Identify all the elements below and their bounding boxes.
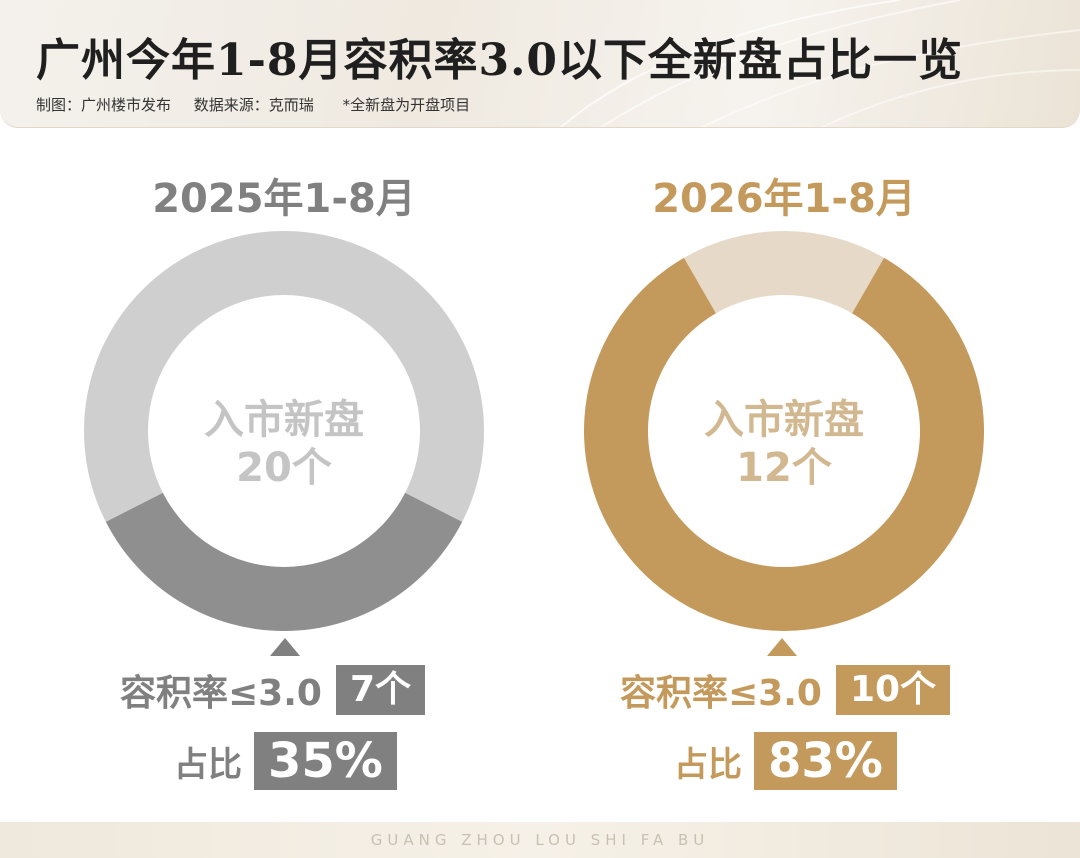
stat-label: 容积率≤3.0 (120, 673, 322, 714)
source-line: 制图：广州楼市发布 数据来源：克而瑞 *全新盘为开盘项目 (36, 94, 488, 115)
pct-value-box: 35% (254, 732, 397, 790)
donut-slice-highlight (105, 492, 463, 631)
donut-slice-rest (84, 230, 484, 522)
center-value: 20个 (236, 445, 332, 491)
pointer-triangle (767, 638, 797, 656)
footnote-text: *全新盘为开盘项目 (342, 96, 471, 114)
chart-title: 2026年1-8月 (652, 176, 916, 222)
header-band: 广州今年1-8月容积率3.0以下全新盘占比一览 制图：广州楼市发布 数据来源：克… (0, 0, 1080, 128)
footer-band: GUANG ZHOU LOU SHI FA BU (0, 822, 1080, 858)
pct-value-box: 83% (754, 732, 897, 790)
donut-chart-2026 (584, 231, 984, 631)
pct-label: 占比 (174, 744, 242, 785)
pointer-triangle (270, 638, 300, 656)
stat-value-box: 10个 (835, 665, 951, 715)
donut-slice-highlight (584, 257, 984, 631)
chart-panel-2025: 2025年1-8月 入市新盘 20个 容积率≤3.0 7个 占比 35% (14, 160, 554, 810)
source-text: 数据来源：克而瑞 (193, 96, 314, 114)
pct-label: 占比 (674, 744, 742, 785)
producer-text: 制图：广州楼市发布 (36, 96, 172, 114)
donut-chart-2025 (84, 230, 484, 631)
stat-value-box: 7个 (335, 665, 426, 715)
footer-text: GUANG ZHOU LOU SHI FA BU (370, 831, 710, 849)
stat-row-count: 容积率≤3.0 7个 (120, 664, 426, 716)
center-label: 入市新盘 (704, 397, 864, 443)
stat-row-share: 占比 83% (674, 732, 897, 790)
stat-row-share: 占比 35% (174, 732, 397, 790)
chart-panel-2026: 2026年1-8月 入市新盘 12个 容积率≤3.0 10个 占比 83% (514, 160, 1054, 810)
donut-slice-rest (684, 231, 884, 314)
stat-label: 容积率≤3.0 (620, 673, 822, 714)
decorative-swirl (559, 0, 1080, 127)
page-title: 广州今年1-8月容积率3.0以下全新盘占比一览 (36, 35, 964, 86)
center-label: 入市新盘 (204, 397, 364, 443)
stat-row-count: 容积率≤3.0 10个 (620, 664, 951, 716)
chart-title: 2025年1-8月 (152, 176, 416, 222)
center-value: 12个 (736, 445, 832, 491)
